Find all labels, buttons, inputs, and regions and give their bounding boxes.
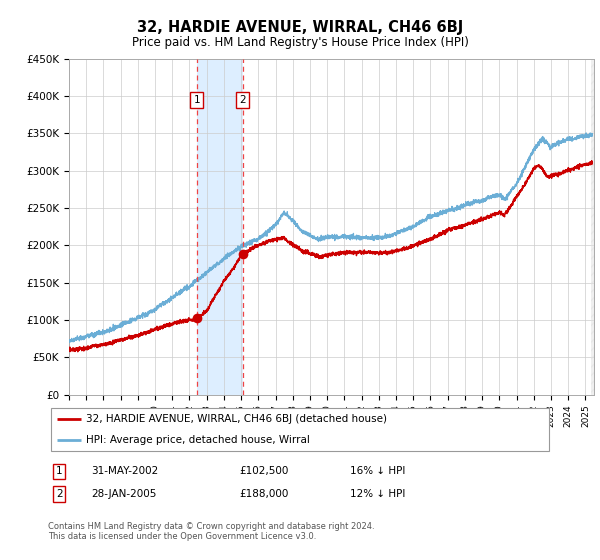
Text: 2: 2 bbox=[239, 95, 246, 105]
Text: 1: 1 bbox=[193, 95, 200, 105]
Text: HPI: Average price, detached house, Wirral: HPI: Average price, detached house, Wirr… bbox=[86, 435, 310, 445]
Text: 28-JAN-2005: 28-JAN-2005 bbox=[91, 489, 156, 499]
Text: 32, HARDIE AVENUE, WIRRAL, CH46 6BJ: 32, HARDIE AVENUE, WIRRAL, CH46 6BJ bbox=[137, 20, 463, 35]
Text: Price paid vs. HM Land Registry's House Price Index (HPI): Price paid vs. HM Land Registry's House … bbox=[131, 36, 469, 49]
Text: Contains HM Land Registry data © Crown copyright and database right 2024.
This d: Contains HM Land Registry data © Crown c… bbox=[48, 522, 374, 542]
Bar bbox=[197, 59, 242, 395]
Text: £188,000: £188,000 bbox=[239, 489, 289, 499]
Text: 12% ↓ HPI: 12% ↓ HPI bbox=[350, 489, 406, 499]
Text: 1: 1 bbox=[56, 466, 62, 477]
FancyBboxPatch shape bbox=[50, 408, 550, 451]
Text: £102,500: £102,500 bbox=[239, 466, 289, 477]
Text: 16% ↓ HPI: 16% ↓ HPI bbox=[350, 466, 406, 477]
Text: 31-MAY-2002: 31-MAY-2002 bbox=[91, 466, 158, 477]
Text: 2: 2 bbox=[56, 489, 62, 499]
Bar bbox=[590, 59, 594, 395]
Text: 32, HARDIE AVENUE, WIRRAL, CH46 6BJ (detached house): 32, HARDIE AVENUE, WIRRAL, CH46 6BJ (det… bbox=[86, 414, 387, 424]
